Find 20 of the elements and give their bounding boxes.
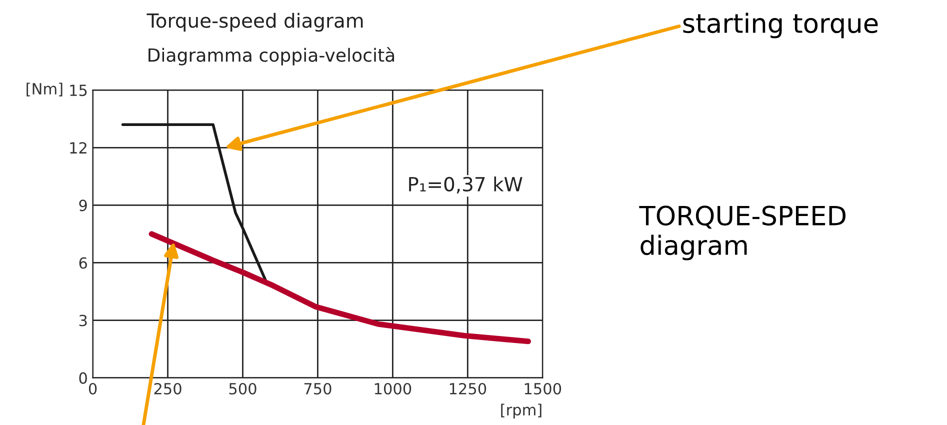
y-axis-title: [Nm]: [26, 82, 62, 96]
text: TORQUE-SPEED diagram: [639, 206, 846, 260]
y-tick-label: 3: [79, 314, 87, 326]
x-tick-label: 1000: [374, 382, 412, 395]
chart-title: Torque-speed diagram: [146, 12, 363, 32]
x-tick-label: 1250: [450, 382, 486, 395]
annotation: starting torque: [683, 12, 878, 38]
x-tick-label: 1500: [524, 382, 562, 395]
y-tick-label: 0: [79, 372, 87, 384]
x-axis-title: [rpm]: [501, 404, 542, 419]
x-tick-label: 0: [88, 382, 97, 395]
chart-subtitle: Diagramma coppia-velocità: [148, 47, 394, 66]
annotation: P₁=0,37 kW: [409, 176, 522, 194]
x-tick-label: 750: [304, 382, 332, 395]
x-tick-label: 250: [154, 382, 182, 395]
y-tick-label: 12: [70, 142, 86, 154]
y-tick-label: 15: [70, 84, 87, 96]
y-tick-label: 6: [79, 257, 87, 269]
y-tick-label: 9: [79, 200, 87, 212]
x-tick-label: 500: [229, 382, 256, 395]
